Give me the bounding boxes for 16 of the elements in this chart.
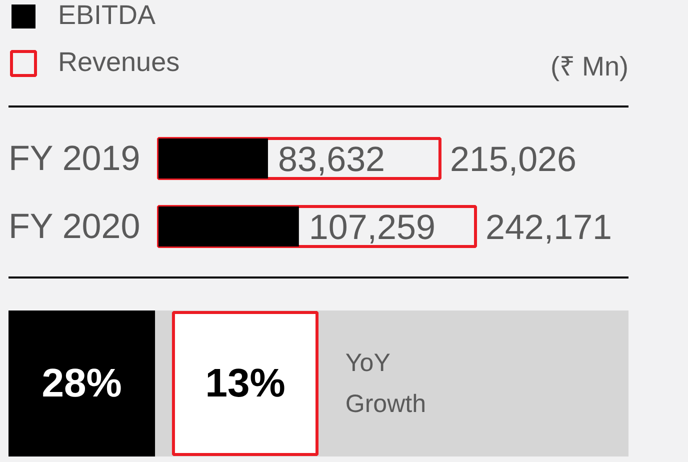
bar	[157, 136, 442, 180]
text: (₹ Mn)	[550, 52, 629, 82]
data-label: 83,632	[278, 140, 386, 179]
data-label: 242,171	[486, 208, 612, 247]
text: YoY Growth	[345, 349, 426, 418]
y-tick-label: FY 2019	[8, 139, 140, 178]
bar	[157, 204, 477, 248]
bar	[158, 206, 299, 247]
text: 13%	[205, 362, 286, 406]
data-label: 107,259	[308, 208, 436, 247]
data-label: 215,026	[450, 140, 576, 179]
legend-label: EBITDA	[58, 0, 156, 31]
text: 28%	[42, 362, 122, 406]
y-tick-label: FY 2020	[8, 207, 140, 246]
legend-label: Revenues	[58, 47, 180, 78]
bar	[158, 138, 268, 179]
